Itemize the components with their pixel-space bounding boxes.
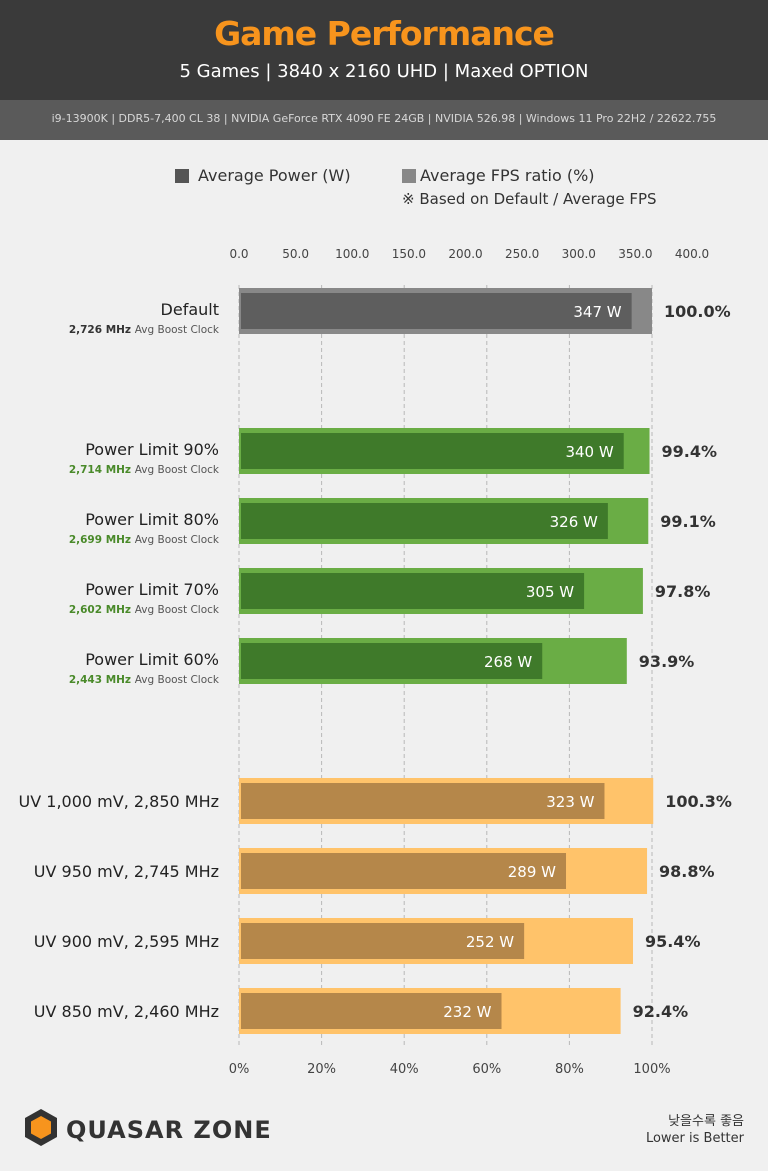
top-tick-label: 400.0 bbox=[675, 247, 709, 261]
chart-title: Game Performance bbox=[214, 14, 555, 53]
category-name: Default bbox=[161, 300, 219, 319]
top-tick-label: 50.0 bbox=[282, 247, 309, 261]
footer-note: 낮을수록 좋음 Lower is Better bbox=[646, 1113, 744, 1147]
power-value-label: 347 W bbox=[573, 303, 621, 321]
fps-value-label: 100.0% bbox=[664, 302, 731, 321]
spec-bar: i9-13900K | DDR5-7,400 CL 38 | NVIDIA Ge… bbox=[0, 100, 768, 140]
bar-chart: 0.0 50.0 100.0 150.0 200.0 250.0 300.0 350.0 400… bbox=[19, 247, 732, 1077]
boost-clock-label: 2,699 MHz Avg Boost Clock bbox=[69, 534, 220, 546]
bottom-tick-label: 20% bbox=[307, 1062, 336, 1077]
fps-value-label: 92.4% bbox=[633, 1002, 689, 1021]
fps-value-label: 99.4% bbox=[662, 442, 718, 461]
legend-fps-swatch bbox=[402, 169, 416, 183]
category-name: UV 850 mV, 2,460 MHz bbox=[34, 1002, 219, 1021]
top-tick-label: 150.0 bbox=[392, 247, 426, 261]
top-tick-label: 100.0 bbox=[335, 247, 369, 261]
power-value-label: 252 W bbox=[466, 933, 514, 951]
power-bar bbox=[241, 573, 585, 609]
fps-value-label: 99.1% bbox=[660, 512, 716, 531]
top-tick-label: 350.0 bbox=[618, 247, 652, 261]
footer-note-english: Lower is Better bbox=[645, 1131, 744, 1146]
fps-value-label: 100.3% bbox=[665, 792, 732, 811]
category-name: Power Limit 70% bbox=[85, 580, 219, 599]
logo-text: QUASAR ZONE bbox=[66, 1116, 272, 1144]
category-name: Power Limit 90% bbox=[85, 440, 219, 459]
category-name: UV 950 mV, 2,745 MHz bbox=[34, 862, 219, 881]
power-bar bbox=[241, 503, 608, 539]
legend-power-label: Average Power (W) bbox=[198, 166, 351, 185]
category-name: UV 1,000 mV, 2,850 MHz bbox=[19, 792, 219, 811]
power-value-label: 326 W bbox=[550, 513, 598, 531]
power-bar bbox=[241, 783, 605, 819]
power-value-label: 323 W bbox=[546, 793, 594, 811]
bottom-tick-label: 0% bbox=[229, 1062, 250, 1077]
top-tick-label: 200.0 bbox=[448, 247, 482, 261]
category-name: UV 900 mV, 2,595 MHz bbox=[34, 932, 219, 951]
power-value-label: 232 W bbox=[443, 1003, 491, 1021]
quasarzone-logo: QUASAR ZONE bbox=[25, 1109, 272, 1146]
boost-clock-label: 2,714 MHz Avg Boost Clock bbox=[69, 464, 220, 476]
top-tick-label: 250.0 bbox=[505, 247, 539, 261]
bottom-tick-label: 80% bbox=[555, 1062, 584, 1077]
fps-value-label: 95.4% bbox=[645, 932, 701, 951]
bottom-tick-label: 60% bbox=[472, 1062, 501, 1077]
boost-clock-label: 2,602 MHz Avg Boost Clock bbox=[69, 604, 220, 616]
fps-value-label: 93.9% bbox=[639, 652, 695, 671]
power-bar bbox=[241, 433, 624, 469]
category-name: Power Limit 60% bbox=[85, 650, 219, 669]
top-tick-label: 300.0 bbox=[562, 247, 596, 261]
header-bar: Game Performance 5 Games | 3840 x 2160 U… bbox=[0, 0, 768, 100]
bottom-tick-label: 100% bbox=[633, 1062, 670, 1077]
power-bar bbox=[241, 293, 632, 329]
fps-value-label: 98.8% bbox=[659, 862, 715, 881]
legend-power-swatch bbox=[175, 169, 189, 183]
legend-note: ※ Based on Default / Average FPS bbox=[402, 190, 657, 208]
legend-fps-label: Average FPS ratio (%) bbox=[420, 166, 595, 185]
system-specs: i9-13900K | DDR5-7,400 CL 38 | NVIDIA Ge… bbox=[51, 112, 717, 125]
bottom-tick-label: 40% bbox=[390, 1062, 419, 1077]
chart-subtitle: 5 Games | 3840 x 2160 UHD | Maxed OPTION bbox=[179, 61, 589, 82]
power-bar bbox=[241, 993, 502, 1029]
power-value-label: 268 W bbox=[484, 653, 532, 671]
top-axis-ticks: 0.0 50.0 100.0 150.0 200.0 250.0 300.0 350.0 400… bbox=[229, 247, 709, 261]
top-tick-label: 0.0 bbox=[229, 247, 248, 261]
power-value-label: 305 W bbox=[526, 583, 574, 601]
power-bar bbox=[241, 643, 543, 679]
category-labels: Default 2,726 MHz Avg Boost Clock Power Li… bbox=[19, 300, 220, 1021]
bottom-axis-ticks: 0% 20% 40% 60% 80% 100% bbox=[229, 1062, 671, 1077]
power-value-label: 340 W bbox=[565, 443, 613, 461]
power-bar bbox=[241, 923, 525, 959]
boost-clock-label: 2,443 MHz Avg Boost Clock bbox=[69, 674, 220, 686]
category-name: Power Limit 80% bbox=[85, 510, 219, 529]
boost-clock-label: 2,726 MHz Avg Boost Clock bbox=[69, 324, 220, 336]
power-bar bbox=[241, 853, 567, 889]
bars: 347 W 100.0% 340 W 99.4% 326 W 99.1% 305 W 97.8… bbox=[239, 288, 732, 1034]
fps-value-label: 97.8% bbox=[655, 582, 711, 601]
power-value-label: 289 W bbox=[508, 863, 556, 881]
footer-note-korean: 낮을수록 좋음 bbox=[668, 1114, 744, 1129]
